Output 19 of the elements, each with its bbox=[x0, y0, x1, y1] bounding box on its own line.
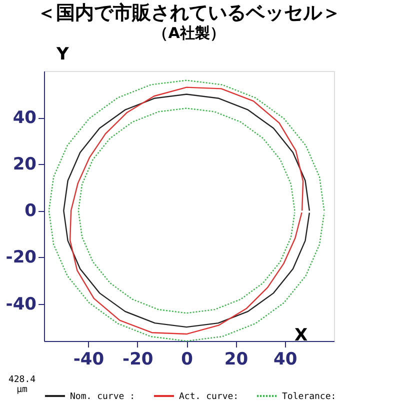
y-tick-label: -20 bbox=[6, 248, 37, 268]
text: µm bbox=[16, 385, 28, 395]
x-axis-title: X bbox=[294, 326, 308, 346]
x-tick-label: 0 bbox=[181, 350, 194, 370]
y-tick-label: 20 bbox=[12, 154, 37, 175]
y-axis-title: Y bbox=[56, 44, 70, 64]
legend-label: Act. curve: bbox=[179, 392, 239, 402]
text: 428.4 bbox=[8, 375, 36, 385]
legend-label: Tolerance: bbox=[282, 392, 336, 402]
x-tick-label: -40 bbox=[73, 350, 104, 370]
x-tick-label: 20 bbox=[224, 350, 248, 370]
y-tick-label: -40 bbox=[6, 294, 37, 314]
x-tick-label: 40 bbox=[274, 350, 298, 370]
y-tick-label: 40 bbox=[12, 108, 37, 128]
chart-subtitle: （A社製） bbox=[153, 24, 225, 42]
legend-label: Nom. curve : bbox=[70, 392, 136, 402]
chart-title: ＜国内で市販されているベッセル＞ bbox=[37, 2, 341, 24]
x-tick-label: -20 bbox=[122, 350, 154, 370]
y-tick-label: 0 bbox=[24, 201, 37, 222]
